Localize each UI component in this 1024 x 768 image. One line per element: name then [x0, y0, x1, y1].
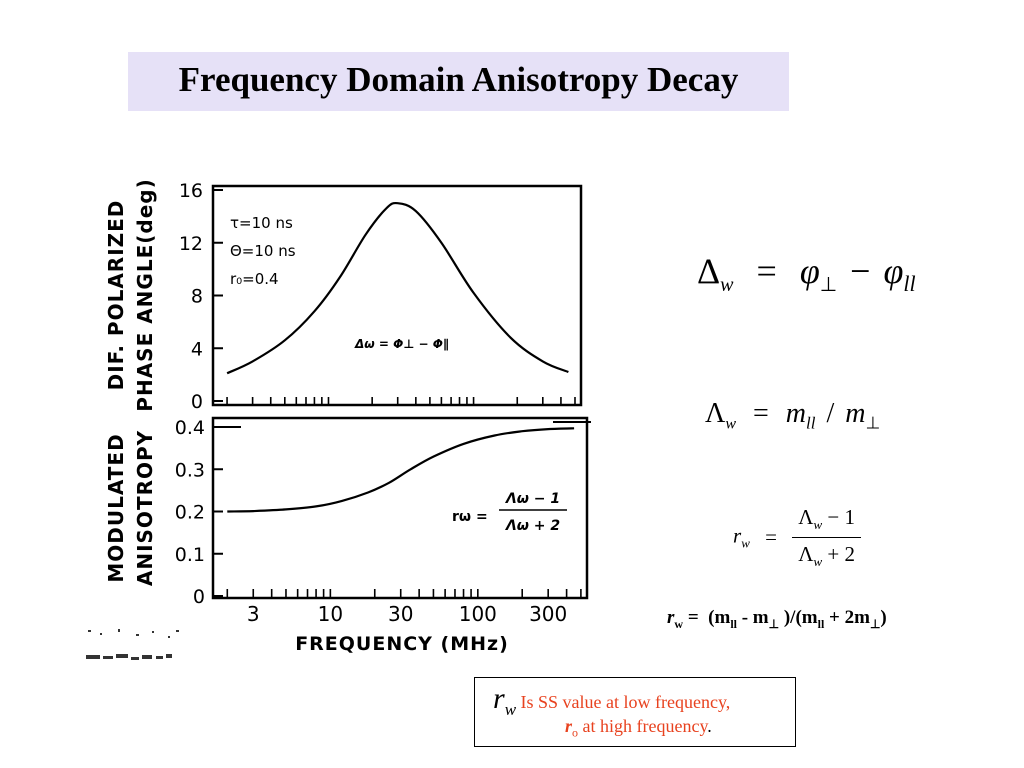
- x-axis-label: FREQUENCY (MHz): [295, 633, 509, 655]
- phase-ytick-label-0: 0: [191, 391, 203, 413]
- note-line-1: rw Is SS value at low frequency,: [493, 682, 731, 719]
- phase-ytick-label-2: 8: [191, 286, 203, 308]
- note-line-2: ro at high frequency.: [565, 716, 712, 740]
- xtick-label-2: 30: [388, 602, 413, 626]
- title-banner: Frequency Domain Anisotropy Decay: [128, 52, 789, 111]
- aniso-formula-lhs: rω =: [452, 509, 488, 525]
- equation-delta: Δw = φ⊥ − φll: [697, 251, 916, 297]
- param-tau: τ=10 ns: [230, 214, 293, 232]
- param-r0: r₀=0.4: [230, 270, 279, 288]
- equation-r-text: rw = (mll - m⊥ )/(mll + 2m⊥): [667, 607, 887, 631]
- aniso-ytick-label-1: 0.1: [175, 544, 205, 566]
- xtick-label-0: 3: [247, 602, 260, 626]
- phase-panel: 0 4 8 12 16: [179, 180, 576, 413]
- xtick-label-4: 300: [529, 602, 567, 626]
- phase-ytick-label-3: 12: [179, 233, 203, 255]
- phase-ylabel-line2: PHASE ANGLE(deg): [133, 178, 157, 411]
- aniso-ytick-label-4: 0.4: [175, 417, 205, 439]
- xtick-label-1: 10: [318, 602, 343, 626]
- phase-ytick-label-4: 16: [179, 180, 203, 202]
- anisotropy-panel-frame: [211, 416, 589, 600]
- phase-equation-label: Δω = Φ⊥ − Φ∥: [354, 337, 449, 351]
- anisotropy-curve: [227, 427, 575, 513]
- aniso-ylabel-line1: MODULATED: [104, 433, 128, 582]
- aniso-ytick-label-3: 0.3: [175, 459, 205, 481]
- aniso-ytick-label-2: 0.2: [175, 502, 205, 524]
- phase-ylabel-line1: DIF. POLARIZED: [104, 200, 128, 391]
- equation-r-fraction: rw = Λw − 1 Λw + 2: [733, 505, 861, 570]
- phase-curve: [226, 201, 569, 375]
- note-box: rw Is SS value at low frequency, ro at h…: [474, 677, 796, 747]
- slide-title: Frequency Domain Anisotropy Decay: [178, 60, 739, 99]
- r-fraction: Λw − 1 Λw + 2: [792, 505, 861, 570]
- phase-ytick-label-1: 4: [191, 338, 203, 360]
- aniso-formula-den: Λω + 2: [505, 518, 560, 534]
- aniso-formula-num: Λω − 1: [505, 491, 560, 507]
- param-theta: Θ=10 ns: [230, 242, 296, 260]
- xtick-label-3: 100: [459, 602, 497, 626]
- equation-lambda: Λw = mll / m⊥: [705, 398, 881, 433]
- aniso-ytick-label-0: 0: [193, 586, 205, 608]
- aniso-ylabel-line2: ANISOTROPY: [133, 430, 157, 586]
- anisotropy-panel: 0 0.1 0.2 0.3 0.4 3 10 30 100 300: [175, 417, 591, 626]
- scan-speckle: [86, 629, 179, 660]
